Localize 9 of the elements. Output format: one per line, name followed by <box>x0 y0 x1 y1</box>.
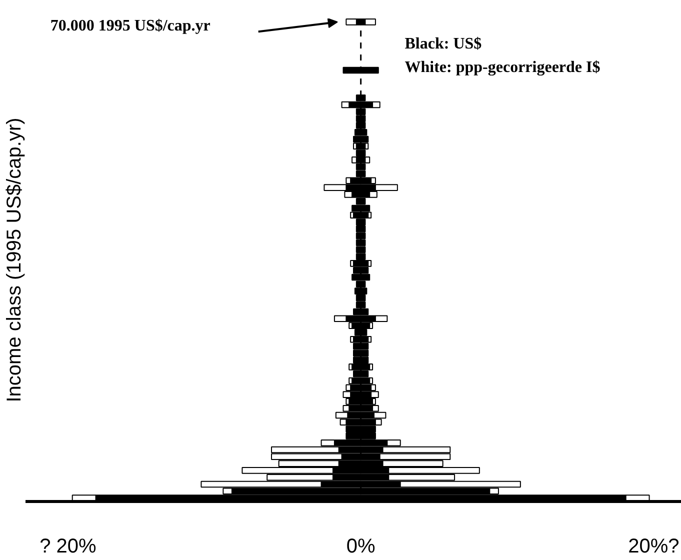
annotation: White: ppp-gecorrigeerde I$ <box>404 58 600 76</box>
bar <box>364 18 376 26</box>
bar <box>346 18 357 26</box>
annotation: Black: US$ <box>404 36 482 53</box>
x-tick-label: 0% <box>346 536 376 558</box>
y-axis-title: Income class (1995 US$/cap.yr) <box>4 118 26 402</box>
x-tick-label: 20%? <box>628 536 680 558</box>
x-tick-label: ? 20% <box>40 536 97 558</box>
annotation: 70.000 1995 US$/cap.yr <box>50 18 210 35</box>
